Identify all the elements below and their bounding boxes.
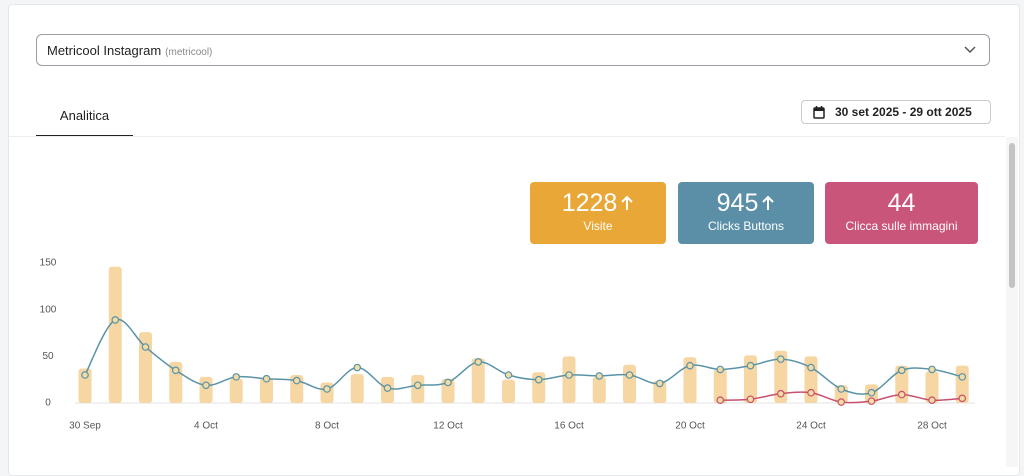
point	[595, 372, 604, 380]
calendar-icon	[813, 106, 825, 119]
account-name-text: Metricool Instagram	[47, 43, 162, 58]
scroll-thumb[interactable]	[1009, 143, 1015, 288]
point	[444, 378, 452, 387]
point	[716, 396, 725, 405]
account-name: Metricool Instagram (metricool)	[47, 43, 212, 58]
point	[625, 371, 634, 379]
bar	[925, 371, 939, 403]
point	[202, 381, 210, 390]
kpi-value-row: 1228	[530, 189, 666, 219]
account-select[interactable]: Metricool Instagram (metricool)	[36, 34, 990, 66]
point	[928, 396, 936, 405]
point	[353, 363, 362, 372]
kpi-value-row: 945	[678, 189, 814, 219]
kpi-value-row: 44	[825, 189, 978, 219]
point	[746, 361, 755, 370]
account-handle: (metricool)	[165, 47, 213, 58]
y-tick-label: 50	[42, 351, 54, 362]
bar	[78, 368, 92, 403]
point	[897, 390, 906, 399]
kpi-value: 44	[887, 189, 916, 217]
x-tick-label: 8 Oct	[315, 421, 339, 432]
trend-arrow	[762, 195, 775, 210]
kpi-label: Clicks Buttons	[707, 219, 785, 233]
bar	[199, 376, 213, 403]
bar	[562, 356, 576, 403]
y-tick-label: 0	[45, 398, 51, 409]
x-tick-label: 20 Oct	[675, 421, 705, 432]
point	[504, 371, 513, 379]
point	[171, 366, 180, 375]
kpi-card: 1228 Visite	[530, 182, 666, 244]
bar	[260, 377, 273, 403]
date-range-text: 30 set 2025 - 29 ott 2025	[835, 105, 972, 119]
point	[232, 373, 241, 381]
bar	[713, 369, 727, 403]
line	[84, 318, 963, 395]
kpi-value: 945	[716, 189, 759, 217]
scrollbar[interactable]	[1006, 137, 1018, 467]
point	[837, 385, 846, 393]
x-tick-label: 30 Sep	[69, 421, 101, 432]
point	[383, 384, 392, 392]
point	[534, 375, 543, 384]
point	[837, 398, 846, 406]
point	[746, 395, 755, 404]
point	[81, 371, 89, 379]
divider	[9, 136, 1005, 137]
y-tick-label: 100	[40, 304, 57, 315]
point	[474, 358, 483, 366]
point	[323, 385, 331, 393]
bar	[774, 350, 788, 403]
bar	[653, 380, 667, 403]
chevron	[964, 46, 976, 54]
trend-arrow	[621, 195, 634, 210]
point	[686, 361, 694, 370]
point	[776, 355, 785, 363]
bar	[623, 364, 636, 403]
kpi-label: Clicca sulle immagini	[845, 219, 958, 233]
point	[807, 363, 815, 372]
kpi-card: 44 Clicca sulle immagini	[825, 182, 978, 244]
x-tick-label: 16 Oct	[554, 421, 584, 432]
kpi-label: Visite	[583, 219, 613, 233]
x-tick-label: 4 Oct	[194, 421, 218, 432]
point	[897, 366, 906, 375]
point	[958, 373, 967, 381]
point	[776, 389, 785, 398]
point	[655, 379, 664, 388]
point	[867, 388, 876, 397]
bar	[350, 374, 364, 403]
bar	[229, 378, 243, 403]
point	[958, 394, 967, 403]
bar	[592, 376, 606, 403]
bar	[441, 378, 455, 403]
x-tick-label: 12 Oct	[433, 421, 463, 432]
point	[141, 343, 150, 351]
x-tick-label: 28 Oct	[917, 421, 947, 432]
point	[262, 374, 271, 383]
point	[928, 365, 936, 374]
bar	[683, 357, 697, 403]
x-tick-label: 24 Oct	[796, 421, 826, 432]
point	[565, 371, 573, 379]
point	[867, 397, 876, 405]
date-range[interactable]: 30 set 2025 - 29 ott 2025	[801, 100, 991, 124]
point	[111, 316, 120, 324]
point	[716, 365, 725, 374]
point	[413, 381, 422, 390]
bar	[502, 379, 515, 403]
bar	[471, 358, 485, 403]
kpi-value: 1228	[561, 189, 618, 217]
bar	[108, 266, 122, 403]
point	[807, 388, 815, 397]
kpi-card: 945 Clicks Buttons	[678, 182, 814, 244]
y-tick-label: 150	[40, 258, 57, 269]
point	[292, 376, 301, 385]
chart: 0 50 100 150 30 Sep 4 Oct 8 Oct 12 Oct 16 Oct 20 …	[40, 258, 975, 432]
